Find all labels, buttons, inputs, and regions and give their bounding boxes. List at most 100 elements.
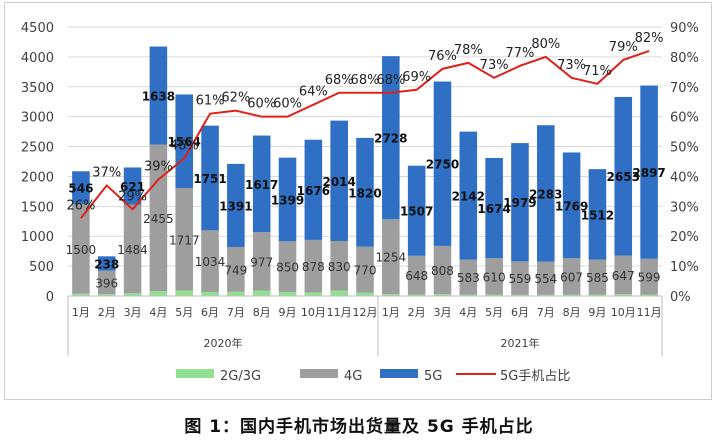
data-label-4g: 559 xyxy=(509,272,532,286)
data-label-5g: 1820 xyxy=(348,186,381,200)
bar-2g3g xyxy=(278,292,297,296)
bar-4g xyxy=(227,247,245,292)
bar-4g xyxy=(562,258,581,295)
bar-4g xyxy=(537,261,555,295)
x-tick-label: 2月 xyxy=(98,306,116,319)
bar-4g xyxy=(123,204,142,294)
bar-5g xyxy=(356,137,374,247)
y-tick-label: 2500 xyxy=(21,141,54,156)
x-tick-label: 3月 xyxy=(433,306,451,319)
data-label-share: 61% xyxy=(196,94,225,109)
bar-2g3g xyxy=(72,293,90,296)
x-tick-label: 4月 xyxy=(149,306,167,319)
legend-swatch xyxy=(300,369,338,378)
data-label-5g: 1617 xyxy=(245,178,278,192)
bar-5g xyxy=(201,125,219,231)
bar-2g3g xyxy=(175,290,193,296)
data-label-share: 60% xyxy=(247,97,276,112)
data-label-4g: 1484 xyxy=(117,243,148,257)
bar-5g xyxy=(330,120,348,242)
bar-2g3g xyxy=(459,294,478,296)
data-label-5g: 1979 xyxy=(503,196,536,210)
bar-4g xyxy=(433,245,452,295)
data-label-share: 37% xyxy=(92,165,121,180)
legend-label: 5G手机占比 xyxy=(500,369,570,384)
data-label-5g: 1638 xyxy=(142,90,175,104)
bar-4g xyxy=(201,230,219,293)
data-label-4g: 977 xyxy=(250,255,273,269)
data-label-share: 29% xyxy=(118,189,147,204)
y2-tick-label: 90% xyxy=(670,21,699,36)
bar-5g xyxy=(640,85,658,259)
data-label-5g: 1507 xyxy=(400,205,433,219)
bar-5g xyxy=(537,125,555,262)
data-label-4g: 2455 xyxy=(143,212,174,226)
data-label-share: 69% xyxy=(402,70,431,85)
data-label-share: 26% xyxy=(66,198,95,213)
year-group-label: 2021年 xyxy=(500,336,539,350)
bar-4g xyxy=(382,219,400,295)
data-label-5g: 1391 xyxy=(219,199,252,213)
y-tick-label: 3500 xyxy=(21,81,54,96)
data-label-4g: 1500 xyxy=(66,243,97,257)
legend-label: 4G xyxy=(344,369,362,384)
y-tick-label: 2000 xyxy=(21,170,54,185)
bar-4g xyxy=(407,255,426,295)
data-label-4g: 599 xyxy=(638,271,661,285)
y2-tick-label: 70% xyxy=(670,81,699,96)
bar-2g3g xyxy=(304,292,323,296)
bar-2g3g xyxy=(97,294,116,296)
data-label-5g: 2897 xyxy=(632,166,665,180)
data-label-share: 68% xyxy=(325,73,354,88)
data-label-4g: 647 xyxy=(612,269,635,283)
data-label-5g: 2014 xyxy=(322,175,355,189)
bar-5g xyxy=(252,135,271,233)
data-label-share: 68% xyxy=(376,73,405,88)
bar-2g3g xyxy=(562,294,581,296)
y2-tick-label: 10% xyxy=(670,260,699,275)
data-label-share: 46% xyxy=(170,139,199,154)
bar-5g xyxy=(382,56,400,220)
bar-4g xyxy=(485,258,503,295)
data-label-share: 77% xyxy=(506,46,535,61)
bar-5g xyxy=(97,256,116,271)
x-tick-label: 8月 xyxy=(253,306,271,319)
data-label-4g: 1034 xyxy=(195,255,226,269)
y2-tick-label: 60% xyxy=(670,111,699,126)
data-label-4g: 585 xyxy=(586,271,609,285)
data-label-4g: 396 xyxy=(95,276,118,290)
data-label-5g: 621 xyxy=(120,180,145,194)
bar-4g xyxy=(511,261,529,295)
bar-4g xyxy=(278,241,297,293)
data-label-4g: 583 xyxy=(457,271,480,285)
y-tick-label: 1000 xyxy=(21,230,54,245)
data-label-4g: 1254 xyxy=(376,251,407,265)
y2-tick-label: 20% xyxy=(670,230,699,245)
data-label-share: 80% xyxy=(531,37,560,52)
data-label-4g: 1717 xyxy=(169,233,200,247)
year-group-label: 2020年 xyxy=(203,336,242,350)
data-label-5g: 238 xyxy=(94,257,119,271)
bar-4g xyxy=(640,258,658,295)
y2-tick-label: 40% xyxy=(670,170,699,185)
bar-5g xyxy=(123,167,142,205)
bar-5g xyxy=(304,139,323,240)
bar-4g xyxy=(304,239,323,293)
bar-2g3g xyxy=(201,292,219,296)
bar-5g xyxy=(227,163,245,248)
bar-4g xyxy=(252,232,271,291)
x-tick-label: 4月 xyxy=(459,306,477,319)
bar-4g xyxy=(97,270,116,295)
bar-5g xyxy=(485,157,503,259)
x-tick-label: 1月 xyxy=(382,306,400,319)
y-tick-label: 4500 xyxy=(21,21,54,36)
bar-2g3g xyxy=(227,291,245,296)
data-label-share: 64% xyxy=(299,85,328,100)
legend-swatch xyxy=(380,369,418,378)
y2-tick-label: 80% xyxy=(670,51,699,66)
bar-2g3g xyxy=(356,292,374,296)
data-label-4g: 770 xyxy=(354,264,377,278)
bar-5g xyxy=(459,131,478,260)
bar-5g xyxy=(433,81,452,246)
data-label-4g: 648 xyxy=(405,269,428,283)
